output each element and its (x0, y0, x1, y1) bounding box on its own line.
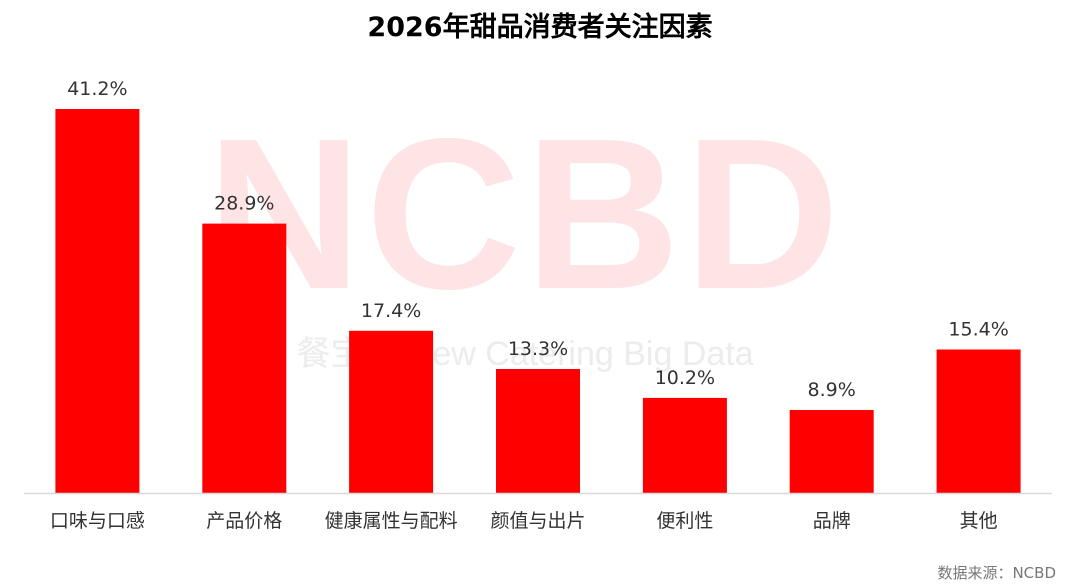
value-label: 10.2% (655, 367, 715, 389)
bar (349, 330, 434, 493)
category-label: 健康属性与配料 (325, 510, 458, 532)
value-label: 13.3% (508, 338, 568, 360)
category-label: 其他 (960, 510, 998, 532)
category-label: 口味与口感 (50, 510, 145, 532)
value-label: 15.4% (948, 319, 1008, 341)
bar (496, 369, 580, 493)
category-label: 品牌 (813, 510, 851, 532)
category-labels: 口味与口感 产品价格 健康属性与配料 颜值与出片 便利性 品牌 其他 (50, 510, 998, 532)
value-labels: 41.2% 28.9% 17.4% 13.3% 10.2% 8.9% 15.4% (67, 78, 1009, 401)
watermark: NCBD 餐宝典 New Catering Big Data (206, 93, 843, 373)
value-label: 28.9% (214, 193, 274, 215)
value-label: 41.2% (67, 78, 127, 100)
source-note: 数据来源：NCBD (937, 564, 1056, 582)
bar (936, 349, 1021, 493)
value-label: 8.9% (808, 379, 856, 401)
bar (55, 109, 140, 493)
category-label: 便利性 (656, 510, 713, 532)
chart-title: 2026年甜品消费者关注因素 (367, 11, 712, 43)
watermark-logo: NCBD (206, 93, 843, 334)
bar (642, 397, 727, 493)
value-label: 17.4% (361, 300, 421, 322)
bar (789, 410, 874, 493)
bar (202, 223, 287, 493)
category-label: 颜值与出片 (490, 510, 585, 532)
category-label: 产品价格 (206, 510, 282, 532)
bars (55, 109, 1021, 493)
